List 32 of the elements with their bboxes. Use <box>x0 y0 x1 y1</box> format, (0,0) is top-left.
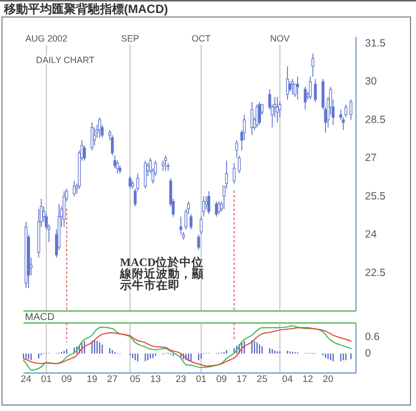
ref-line-label: OCT <box>192 34 212 44</box>
x-tick-label: 25 <box>256 374 268 385</box>
chart-title: MACD <box>25 312 54 322</box>
x-tick-label: 17 <box>236 374 248 385</box>
ref-line-label: SEP <box>121 34 140 44</box>
x-tick-label: 09 <box>61 374 72 385</box>
x-tick-label: 09 <box>216 374 227 385</box>
y-tick-label: 22.5 <box>365 266 386 279</box>
x-tick-label: 24 <box>20 374 32 385</box>
chart-title: 移動平均匯聚背馳指標(MACD) <box>3 2 168 16</box>
text: DAILY CHART <box>36 55 96 65</box>
y-tick-label: 28.5 <box>365 114 386 126</box>
ref-line-label: AUG 2002 <box>25 34 68 44</box>
x-tick-label: 20 <box>322 374 334 385</box>
x-tick-label: 27 <box>107 374 118 385</box>
ref-line-label: NOV <box>270 34 290 44</box>
x-tick-label: 05 <box>130 374 140 385</box>
x-tick-label: 12 <box>302 374 314 385</box>
y-tick-label: 31.5 <box>365 37 386 50</box>
x-tick-label: 23 <box>176 374 186 385</box>
x-tick-label: 13 <box>150 374 161 385</box>
y-tick-label: 0 <box>365 348 371 360</box>
x-tick-label: 19 <box>86 374 98 385</box>
x-tick-label: 01 <box>196 374 206 385</box>
annotation: MACD位於中位線附近波動，顯示牛市在即 <box>118 254 204 292</box>
x-tick-label: 01 <box>41 374 52 385</box>
x-tick-label: 04 <box>282 374 293 385</box>
y-tick-label: 30 <box>365 76 377 88</box>
y-tick-label: 25.5 <box>365 190 386 202</box>
y-tick-label: 0.6 <box>365 330 380 343</box>
y-tick-label: 24 <box>365 228 377 241</box>
y-tick-label: 27 <box>365 152 377 164</box>
